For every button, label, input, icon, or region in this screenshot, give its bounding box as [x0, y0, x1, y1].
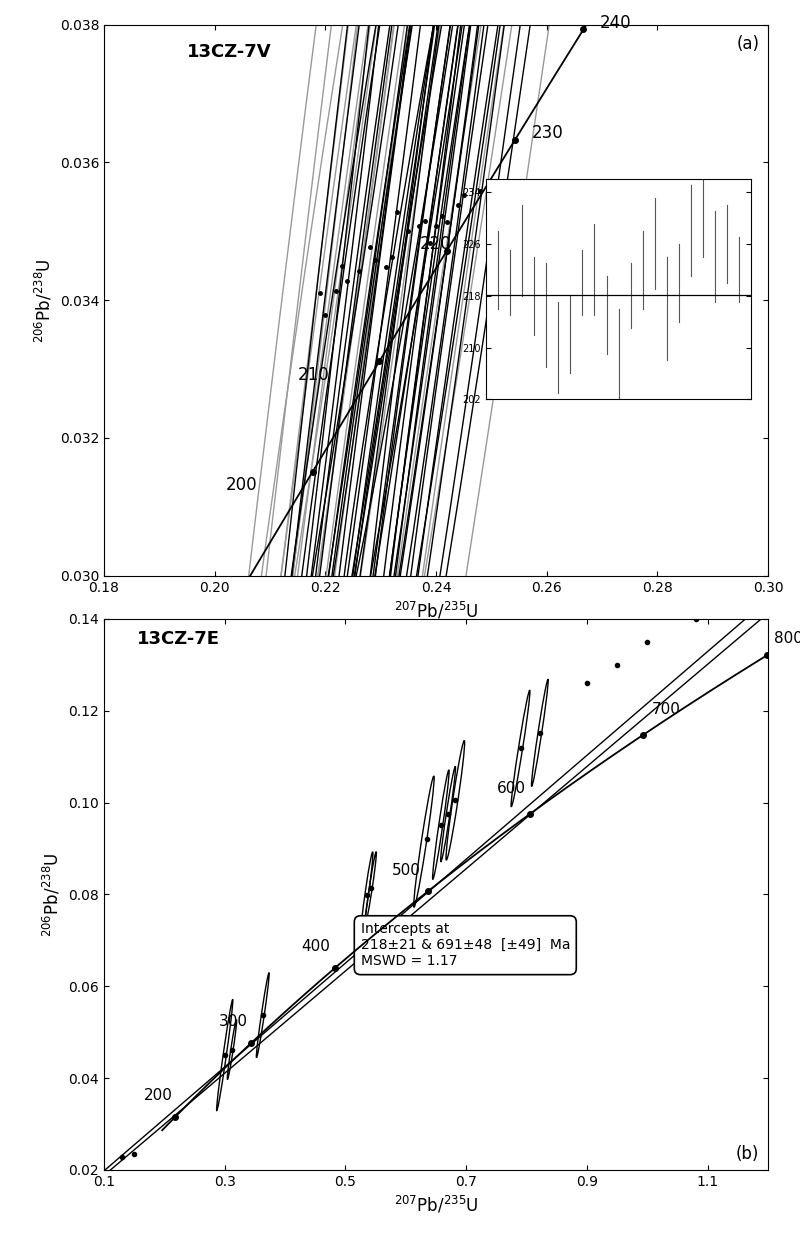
Text: (a): (a)	[737, 35, 760, 53]
Text: 220: 220	[420, 235, 451, 253]
Text: (b): (b)	[735, 1145, 759, 1162]
Text: 800: 800	[774, 631, 800, 646]
Text: 500: 500	[392, 863, 421, 878]
Y-axis label: $^{206}$Pb/$^{238}$U: $^{206}$Pb/$^{238}$U	[42, 852, 63, 937]
Text: 200: 200	[144, 1088, 173, 1103]
Text: 300: 300	[218, 1014, 247, 1029]
Text: Intercepts at
218±21 & 691±48  [±49]  Ma
MSWD = 1.17: Intercepts at 218±21 & 691±48 [±49] Ma M…	[361, 922, 570, 968]
Text: 600: 600	[498, 780, 526, 796]
Text: 13CZ-7V: 13CZ-7V	[187, 43, 272, 62]
Text: 230: 230	[531, 124, 563, 142]
X-axis label: $^{207}$Pb/$^{235}$U: $^{207}$Pb/$^{235}$U	[394, 600, 478, 621]
Text: 200: 200	[226, 477, 258, 494]
Text: 13CZ-7E: 13CZ-7E	[138, 630, 220, 649]
Text: 240: 240	[600, 14, 632, 32]
X-axis label: $^{207}$Pb/$^{235}$U: $^{207}$Pb/$^{235}$U	[394, 1195, 478, 1216]
Text: 210: 210	[298, 366, 330, 384]
Y-axis label: $^{206}$Pb/$^{238}$U: $^{206}$Pb/$^{238}$U	[33, 258, 54, 343]
Text: 400: 400	[302, 940, 330, 954]
Text: 700: 700	[652, 702, 681, 717]
